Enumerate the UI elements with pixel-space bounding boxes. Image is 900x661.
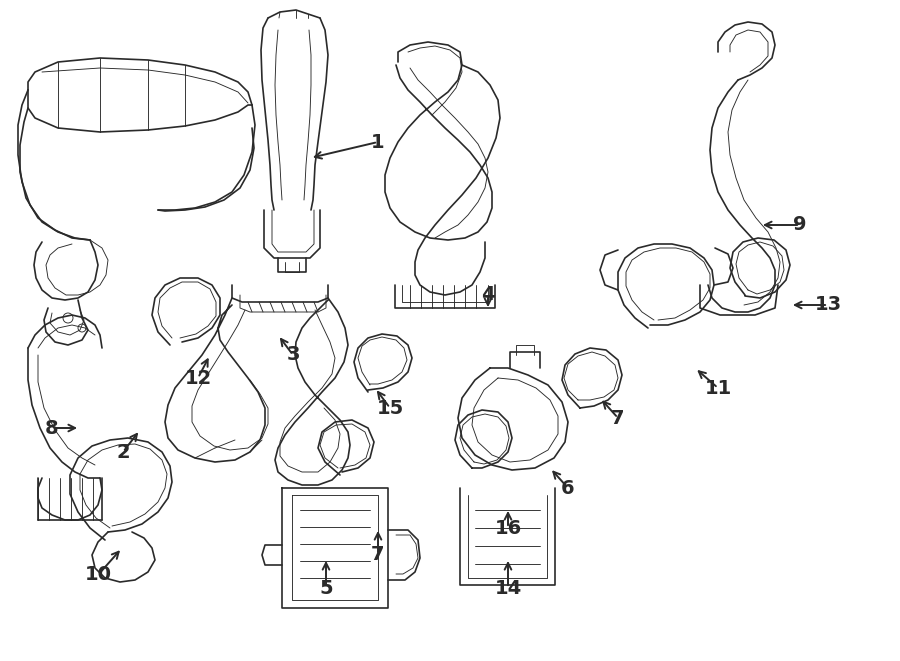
Text: 2: 2 <box>116 442 130 461</box>
Text: 5: 5 <box>320 578 333 598</box>
Text: 9: 9 <box>793 215 806 235</box>
Text: 15: 15 <box>376 399 403 418</box>
Text: 1: 1 <box>371 132 385 151</box>
Text: 12: 12 <box>184 368 212 387</box>
Text: 7: 7 <box>611 408 625 428</box>
Text: 10: 10 <box>85 566 112 584</box>
Text: 8: 8 <box>45 418 58 438</box>
Text: 11: 11 <box>705 379 732 397</box>
Text: 6: 6 <box>562 479 575 498</box>
Text: 4: 4 <box>482 286 495 305</box>
Text: 7: 7 <box>371 545 385 564</box>
Text: 16: 16 <box>494 518 522 537</box>
Text: 14: 14 <box>494 578 522 598</box>
Text: 13: 13 <box>814 295 842 315</box>
Text: 3: 3 <box>286 346 300 364</box>
